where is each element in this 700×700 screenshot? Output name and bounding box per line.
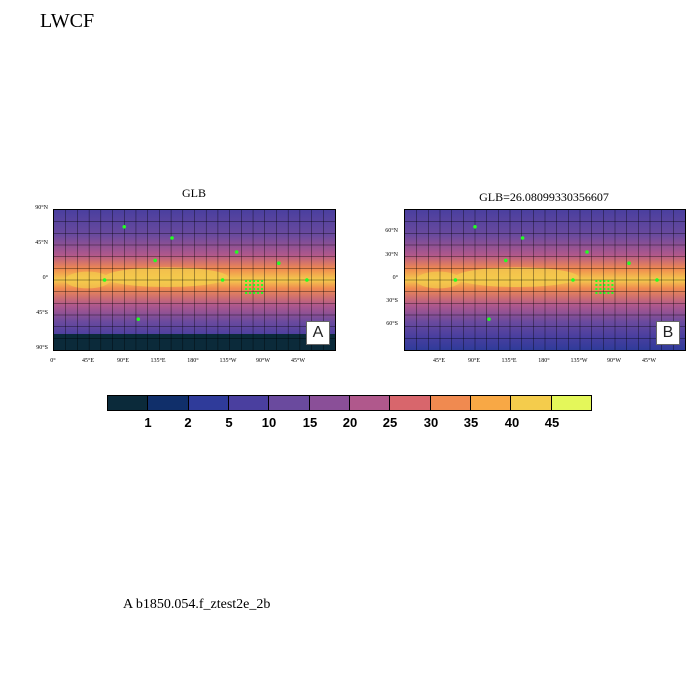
panel-b-lat-tick: 0° [392, 275, 398, 281]
colorbar-segment [390, 396, 431, 410]
panel-b-lon-tick: 90°E [467, 358, 481, 364]
panel-a-map-canvas [54, 210, 335, 350]
panel-a-lat-tick: 45°S [36, 310, 48, 316]
panel-b-lon-tick: 45°E [432, 358, 446, 364]
panel-a-lat-tick: 90°N [35, 205, 48, 211]
colorbar-label: 40 [504, 415, 520, 430]
panel-b-lat-tick: 60°N [385, 228, 398, 234]
panel-a-lon-tick: 135°W [219, 358, 237, 364]
panel-b-lon-tick: 135°W [570, 358, 588, 364]
panel-b-map-canvas [405, 210, 685, 350]
colorbar-segment [188, 396, 229, 410]
panel-a-lat-tick: 0° [42, 275, 48, 281]
panel-b-lon-tick: 90°W [606, 358, 622, 364]
colorbar-segment [511, 396, 552, 410]
colorbar-label: 30 [423, 415, 439, 430]
colorbar-segment [228, 396, 270, 410]
colorbar-segment [551, 396, 591, 410]
panel-a-lon-tick: 180° [187, 358, 199, 364]
colorbar-label: 5 [225, 415, 233, 430]
panel-a-lat-tick: 45°N [35, 240, 48, 246]
colorbar-label: 25 [382, 415, 398, 430]
panel-b-map: B [404, 209, 686, 351]
colorbar [107, 395, 592, 411]
panel-a-title: GLB [182, 186, 206, 200]
page-title: LWCF [40, 10, 95, 32]
panel-a-lon-tick: 0° [50, 358, 56, 364]
panel-a-lon-tick: 45°E [81, 358, 95, 364]
footnote: A b1850.054.f_ztest2e_2b [123, 597, 271, 612]
colorbar-label: 15 [302, 415, 318, 430]
panel-b-lat-tick: 30°S [386, 298, 398, 304]
panel-a-lon-tick: 135°E [150, 358, 166, 364]
colorbar-label: 1 [144, 415, 152, 430]
panel-b-badge: B [656, 321, 680, 345]
panel-b-lon-tick: 45°W [641, 358, 657, 364]
colorbar-label: 2 [184, 415, 192, 430]
colorbar-segment [349, 396, 391, 410]
colorbar-label: 10 [261, 415, 277, 430]
panel-a-lon-tick: 90°E [116, 358, 130, 364]
colorbar-label: 20 [342, 415, 358, 430]
panel-b-lat-tick: 60°S [386, 321, 398, 327]
panel-a-lon-tick: 45°W [290, 358, 306, 364]
panel-b-lon-tick: 180° [538, 358, 550, 364]
colorbar-segment [470, 396, 512, 410]
colorbar-segment [108, 396, 149, 410]
panel-b-lat-tick: 30°N [385, 252, 398, 258]
colorbar-segment [148, 396, 189, 410]
colorbar-segment [430, 396, 471, 410]
panel-a-lon-tick: 90°W [255, 358, 271, 364]
panel-b-title: GLB=26.08099330356607 [479, 190, 609, 204]
colorbar-segment [269, 396, 310, 410]
colorbar-label: 35 [463, 415, 479, 430]
panel-a-badge: A [306, 321, 330, 345]
panel-b-lon-tick: 135°E [501, 358, 517, 364]
panel-a-map: A [53, 209, 336, 351]
colorbar-segment [309, 396, 350, 410]
panel-a-lat-tick: 90°S [36, 345, 48, 351]
colorbar-label: 45 [544, 415, 560, 430]
